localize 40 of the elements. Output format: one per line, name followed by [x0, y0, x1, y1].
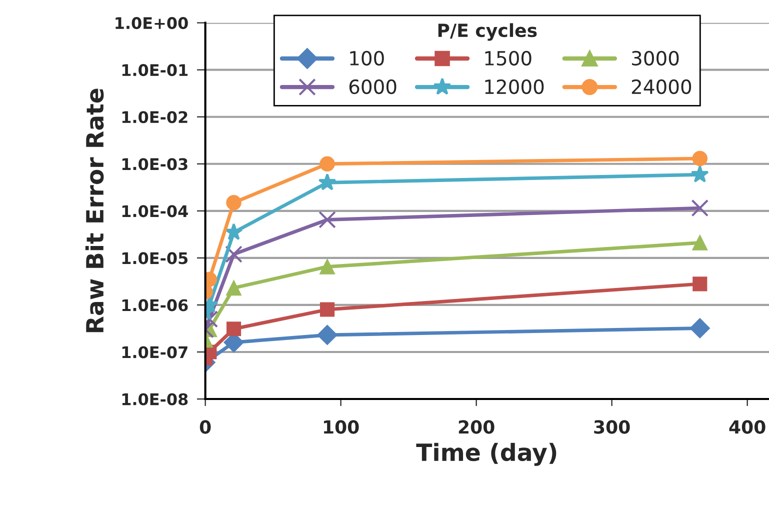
- point: [226, 194, 242, 210]
- point: [692, 150, 708, 166]
- x-tick-label: 400: [729, 420, 766, 434]
- point: [320, 156, 335, 172]
- point: [224, 222, 243, 240]
- point: [226, 280, 242, 296]
- legend-label: 24000: [632, 79, 692, 94]
- x-tick-label: 0: [200, 420, 211, 434]
- y-tick-label: 1.0E-04: [122, 205, 188, 218]
- y-tick-label: 1.0E-02: [122, 111, 188, 124]
- y-tick-label: 1.0E-06: [122, 299, 188, 312]
- point: [320, 302, 335, 317]
- y-tick-label: 1.0E+00: [116, 17, 188, 30]
- point: [318, 173, 336, 190]
- x-tick-label: 300: [594, 420, 630, 434]
- legend-label: 100: [350, 50, 384, 66]
- point: [226, 322, 242, 336]
- x-tick-label: 200: [458, 420, 494, 434]
- legend-label: 3000: [632, 50, 679, 66]
- point: [690, 165, 709, 182]
- point: [225, 246, 242, 263]
- point: [692, 235, 708, 250]
- y-axis-title: Raw Bit Error Rate: [85, 88, 104, 332]
- legend-title: P/E cycles: [438, 23, 537, 41]
- x-axis-title: Time (day): [416, 442, 556, 466]
- point: [318, 211, 336, 228]
- y-tick-label: 1.0E-07: [122, 346, 188, 358]
- legend-label: 1500: [485, 50, 532, 66]
- point: [691, 199, 709, 217]
- y-tick-label: 1.0E-01: [122, 64, 188, 76]
- point: [317, 324, 338, 345]
- y-tick-label: 1.0E-03: [122, 158, 188, 170]
- point: [320, 259, 335, 274]
- legend-label: 12000: [485, 79, 544, 94]
- point: [692, 276, 708, 292]
- point: [690, 318, 710, 338]
- y-tick-label: 1.0E-08: [122, 393, 188, 406]
- x-tick-label: 100: [324, 420, 359, 434]
- legend-label: 6000: [349, 79, 396, 94]
- y-tick-label: 1.0E-05: [122, 252, 188, 264]
